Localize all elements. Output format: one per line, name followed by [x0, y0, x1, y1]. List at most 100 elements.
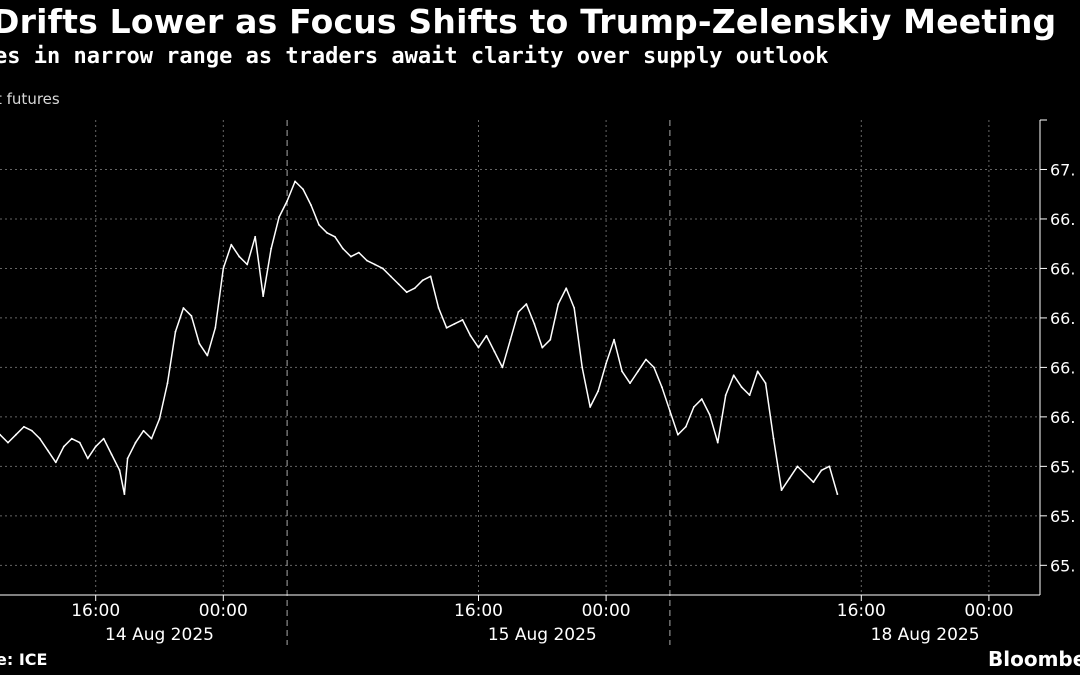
data-point [166, 382, 169, 385]
data-point [517, 311, 520, 313]
data-point [413, 287, 416, 290]
y-tick-label: 66. [1050, 259, 1075, 278]
data-point [669, 410, 671, 412]
data-point [230, 243, 233, 246]
data-point [198, 342, 201, 345]
data-point [684, 425, 687, 428]
data-point [557, 303, 560, 305]
data-point [605, 362, 607, 365]
data-point [190, 315, 193, 317]
data-point [405, 291, 408, 294]
data-point [70, 437, 73, 440]
y-tick-label: 66. [1050, 408, 1075, 427]
x-tick-label: 16:00 [71, 601, 120, 621]
x-date-label: 18 Aug 2025 [871, 625, 980, 645]
data-point [533, 322, 536, 325]
data-point [820, 469, 823, 472]
x-tick-label: 00:00 [964, 601, 1013, 621]
data-point [676, 433, 679, 436]
data-point [772, 437, 775, 440]
data-point [286, 200, 288, 203]
data-point [541, 346, 544, 349]
data-point [764, 382, 767, 385]
data-point [653, 366, 655, 369]
data-point [581, 366, 584, 369]
data-point [645, 358, 647, 361]
data-point [318, 223, 320, 226]
data-point [637, 370, 639, 373]
data-point [373, 263, 376, 266]
data-point [158, 417, 161, 420]
data-point [142, 429, 145, 432]
data-point [62, 445, 65, 448]
source-note: e: ICE [0, 650, 48, 669]
data-point [222, 267, 225, 270]
data-point [326, 231, 328, 234]
y-tick-label: 65. [1050, 507, 1075, 526]
data-point [509, 338, 512, 341]
data-point [565, 287, 568, 290]
data-point [302, 188, 304, 191]
data-point [134, 441, 137, 444]
data-point [262, 295, 265, 298]
series-line [0, 180, 839, 495]
data-point [708, 413, 711, 416]
series-label: t futures [0, 90, 60, 108]
series-layer [0, 180, 839, 495]
data-point [597, 390, 600, 393]
x-tick-label: 00:00 [199, 601, 248, 621]
data-point [812, 481, 815, 484]
data-point [629, 382, 631, 385]
data-point [661, 386, 663, 389]
data-point [429, 275, 432, 278]
axis-labels: 67. 66. 66. 66. 66. 66. 65. 65. 65. 16:00 00:00 16:… [71, 160, 1075, 645]
y-tick-label: 65. [1050, 556, 1075, 575]
data-point [621, 370, 623, 373]
y-tick-label: 67. [1050, 160, 1075, 179]
data-point [836, 493, 839, 495]
data-point [110, 453, 113, 456]
y-tick-label: 66. [1050, 358, 1075, 377]
data-point [477, 346, 480, 349]
data-point [246, 263, 249, 266]
data-point [126, 457, 129, 460]
data-point [692, 406, 695, 408]
data-point [365, 259, 368, 262]
data-point [389, 275, 392, 278]
data-point [94, 445, 97, 448]
data-point [732, 374, 735, 377]
data-point [294, 180, 296, 183]
data-point [238, 255, 241, 258]
data-point [700, 398, 703, 400]
data-point [549, 338, 552, 341]
data-point [342, 247, 344, 250]
data-point [525, 303, 528, 305]
x-tick-label: 16:00 [454, 601, 503, 621]
data-point [756, 370, 759, 373]
data-point [716, 441, 719, 444]
data-point [7, 441, 9, 444]
data-point [310, 204, 312, 207]
data-point [174, 330, 177, 333]
data-point [78, 441, 81, 444]
x-date-label: 14 Aug 2025 [105, 625, 214, 645]
x-date-label: 15 Aug 2025 [488, 625, 597, 645]
data-point [254, 235, 257, 238]
x-tick-label: 16:00 [837, 601, 886, 621]
x-tick-label: 00:00 [582, 601, 631, 621]
gridlines [0, 120, 1040, 645]
data-point [278, 216, 281, 218]
data-point [206, 354, 209, 357]
data-point [613, 338, 615, 341]
y-tick-label: 65. [1050, 457, 1075, 476]
data-point [350, 255, 352, 258]
y-tick-label: 66. [1050, 309, 1075, 328]
data-point [804, 473, 807, 476]
data-point [437, 307, 440, 309]
data-point [118, 469, 121, 472]
data-point [397, 283, 400, 286]
data-point [15, 433, 17, 436]
chart-subtitle: es in narrow range as traders await clar… [0, 44, 829, 69]
data-point [828, 465, 831, 468]
